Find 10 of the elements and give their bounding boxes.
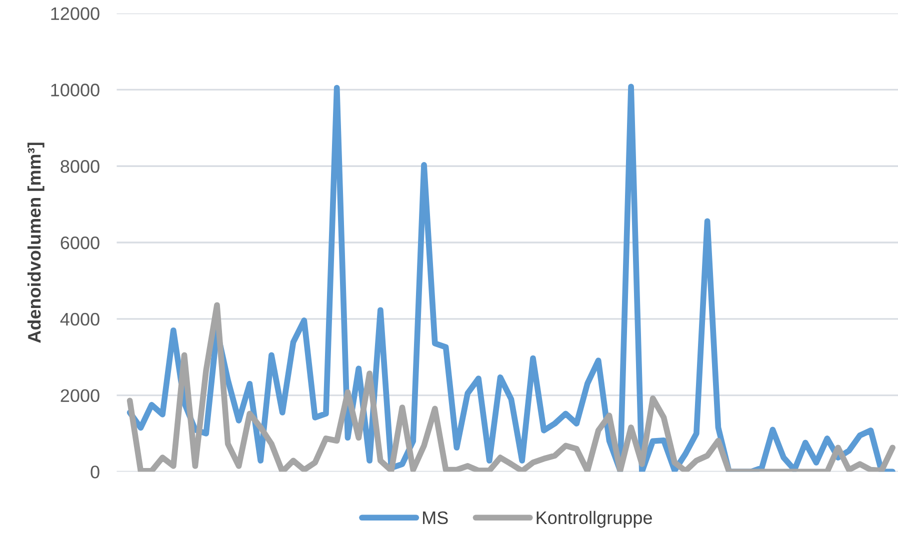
legend-label: Kontrollgruppe [536,510,652,528]
y-tick-label: 6000 [60,236,100,250]
y-tick-label: 8000 [60,160,100,173]
y-tick-label: 0 [90,466,100,478]
y-tick-label: 10000 [51,84,100,96]
y-tick-label: 12000 [51,7,100,20]
legend-label: MS [423,511,448,524]
y-tick-label: 4000 [60,312,100,326]
y-tick-label: 2000 [60,389,100,402]
y-axis-title: Adenoidvolumen [mm³] [27,142,44,343]
